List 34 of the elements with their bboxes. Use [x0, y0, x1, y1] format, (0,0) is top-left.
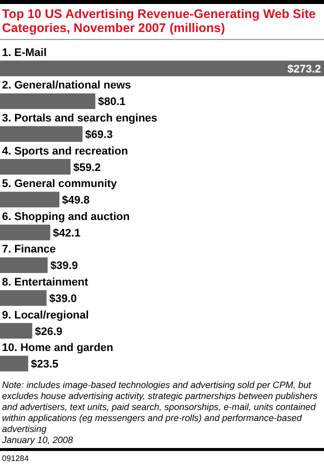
bar — [0, 224, 50, 240]
y-tick-label: 6. Shopping and auction — [2, 210, 130, 223]
y-tick-label: 1. E-Mail — [2, 46, 47, 59]
data-label: $26.9 — [34, 326, 62, 338]
text: Note: includes image-based technologies and advertising sold per CPM, but excludes house advertising activity, strategic partnerships between publishers and advertisers, text units, paid search, sponsorships, e-mail, units contained within applications (eg messengers and pre-rolls) and performance-based advertising — [2, 380, 318, 435]
bar — [0, 126, 83, 142]
text: January 10, 2008 — [2, 435, 74, 446]
data-label: $23.5 — [30, 358, 58, 371]
bar — [0, 93, 96, 110]
y-tick-label: 4. Sports and recreation — [2, 145, 128, 158]
chart-title: Top 10 US Advertising Revenue-Generating Web Site Categories, November 2007 (millions) — [0, 4, 324, 40]
y-tick-label: 5. General community — [2, 178, 118, 190]
data-label: $80.1 — [98, 96, 126, 108]
y-tick-label: 9. Local/regional — [2, 309, 89, 322]
bar — [0, 290, 47, 306]
y-tick-label: 10. Home and garden — [2, 342, 114, 354]
y-tick-label: 2. General/national news — [2, 80, 131, 92]
data-label: $49.8 — [62, 194, 90, 207]
bar — [0, 257, 48, 274]
data-label: $273.2 — [287, 63, 321, 76]
y-tick-label: 7. Finance — [2, 244, 56, 256]
bar — [0, 60, 324, 76]
data-label: $42.1 — [52, 227, 80, 240]
y-tick-label: 3. Portals and search engines — [2, 112, 158, 125]
bar — [0, 356, 28, 372]
data-label: $69.3 — [85, 129, 113, 142]
bar — [0, 322, 32, 339]
bar — [0, 158, 71, 175]
y-tick-label: 8. Entertainment — [2, 276, 89, 289]
bar — [0, 192, 60, 208]
data-label: $39.9 — [50, 260, 78, 272]
data-label: $59.2 — [73, 162, 101, 174]
text: 091284 — [1, 453, 30, 465]
data-label: $39.0 — [49, 293, 77, 306]
